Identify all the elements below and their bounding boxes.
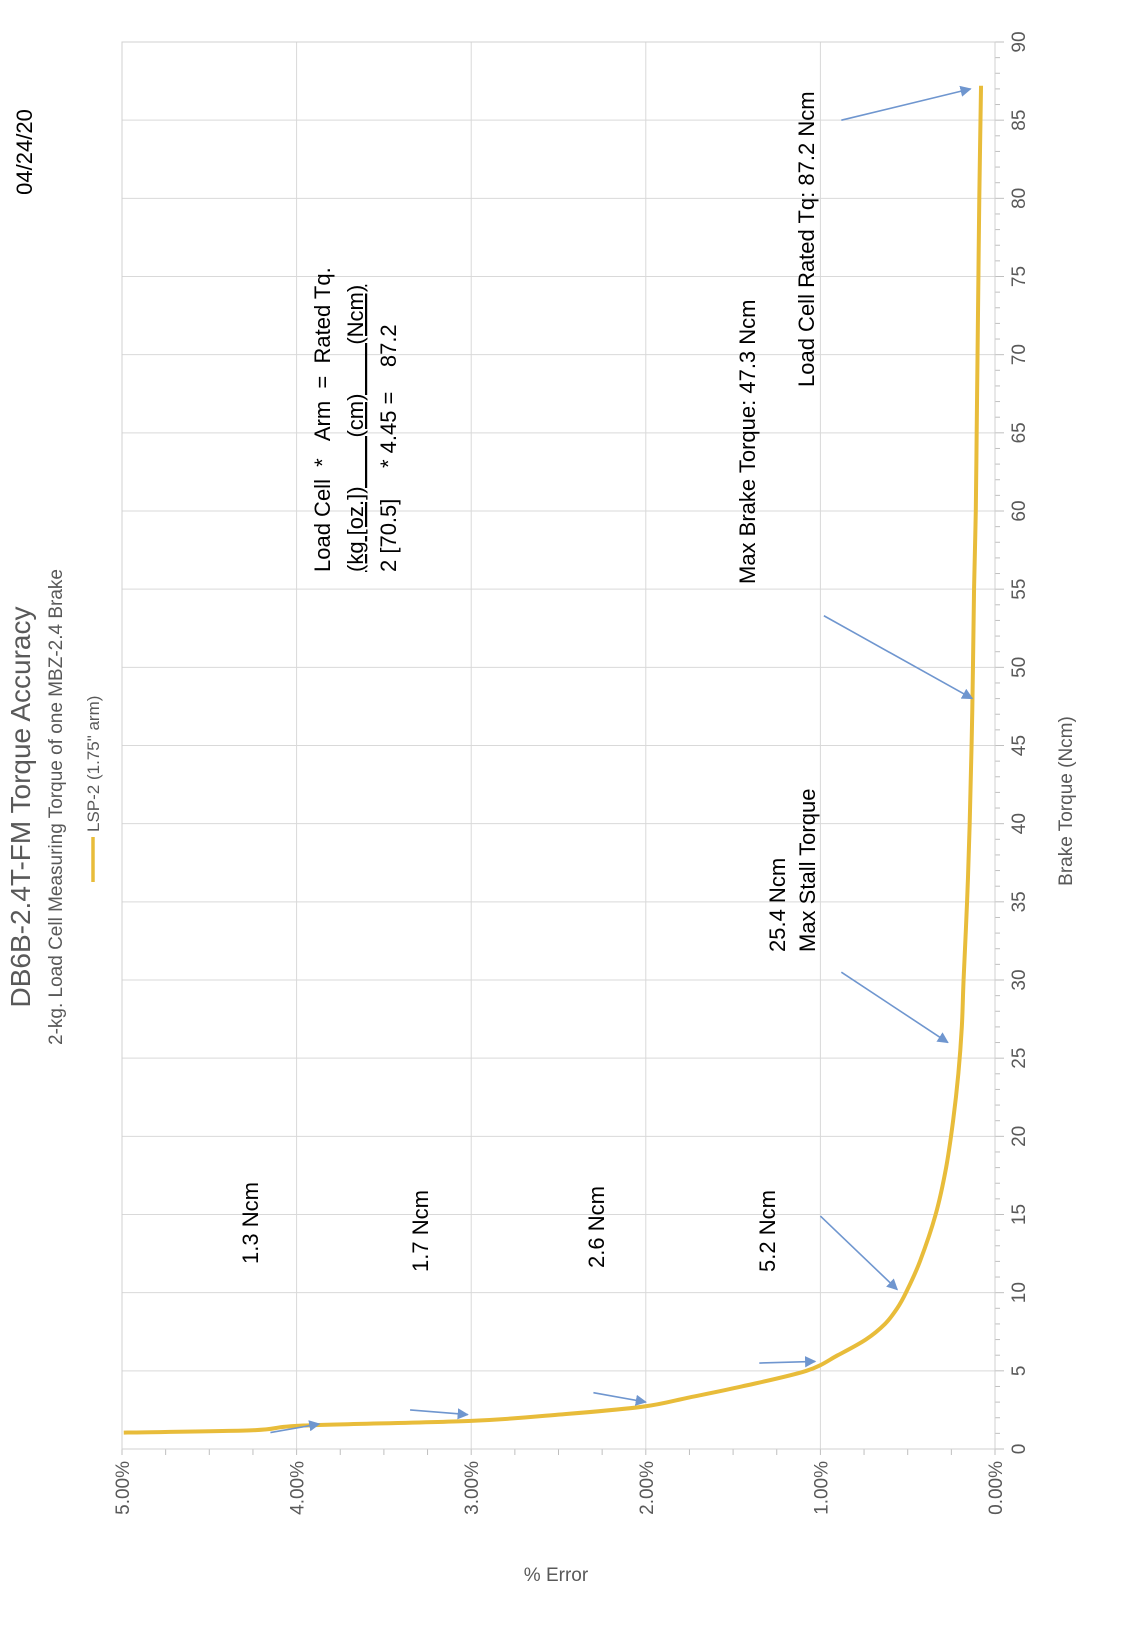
y-tick-label: 1.00% bbox=[811, 1461, 832, 1515]
x-tick-label: 80 bbox=[1009, 188, 1030, 209]
annotation-2-6-ncm: 2.6 Ncm bbox=[584, 1186, 609, 1268]
x-tick-label: 5 bbox=[1009, 1366, 1030, 1377]
x-tick-label: 85 bbox=[1009, 110, 1030, 131]
annotation-1-7-ncm: 1.7 Ncm bbox=[408, 1190, 433, 1272]
annotation-arrows bbox=[270, 85, 974, 1434]
x-tick-label: 55 bbox=[1009, 579, 1030, 600]
formula-row-2: (kg [oz.]) (cm) (Ncm) bbox=[343, 285, 368, 572]
formula-row-3: 2 [70.5] * 4.45 = 87.2 bbox=[376, 324, 401, 572]
x-tick-label: 70 bbox=[1009, 344, 1030, 365]
arrow-1-7-ncm bbox=[410, 1408, 469, 1420]
annotation-stall-line1: 25.4 Ncm bbox=[765, 858, 790, 952]
series-layer bbox=[123, 85, 984, 1435]
x-tick-label: 25 bbox=[1009, 1048, 1030, 1069]
x-tick-label: 20 bbox=[1009, 1126, 1030, 1147]
arrow-5-2-ncm bbox=[759, 1356, 817, 1368]
x-tick-label: 35 bbox=[1009, 891, 1030, 912]
x-tick-label: 75 bbox=[1009, 266, 1030, 287]
x-tick-label: 30 bbox=[1009, 969, 1030, 990]
x-tick-label: 15 bbox=[1009, 1204, 1030, 1225]
annotation-load-cell-rated: Load Cell Rated Tq: 87.2 Ncm bbox=[794, 91, 819, 387]
x-axis-title: Brake Torque (Ncm) bbox=[1056, 716, 1077, 886]
annotation-5-2-ncm: 5.2 Ncm bbox=[755, 1190, 780, 1272]
formula-row-1: Load Cell * Arm = Rated Tq. bbox=[310, 267, 335, 572]
x-tick-label: 90 bbox=[1009, 31, 1030, 52]
y-tick-label: 5.00% bbox=[113, 1461, 134, 1515]
x-tick-label: 45 bbox=[1009, 735, 1030, 756]
arrow-load-cell bbox=[841, 85, 972, 121]
arrow-max-brake bbox=[823, 615, 974, 700]
gridlines bbox=[121, 41, 1004, 1455]
annotation-stall-line2: Max Stall Torque bbox=[795, 789, 820, 952]
y-tick-label: 4.00% bbox=[288, 1461, 309, 1515]
legend-label: LSP-2 (1.75" arm) bbox=[84, 696, 103, 832]
x-tick-label: 40 bbox=[1009, 813, 1030, 834]
y-tick-label: 3.00% bbox=[462, 1461, 483, 1515]
x-tick-label: 0 bbox=[1009, 1444, 1030, 1455]
x-tick-label: 60 bbox=[1009, 500, 1030, 521]
date-label: 04/24/20 bbox=[12, 109, 37, 195]
arrow-1-3-ncm bbox=[270, 1420, 321, 1434]
series-line-0 bbox=[123, 85, 984, 1435]
arrow-10-ncm bbox=[819, 1215, 899, 1291]
x-tick-label: 10 bbox=[1009, 1282, 1030, 1303]
chart-title: DB6B-2.4T-FM Torque Accuracy bbox=[5, 607, 36, 1008]
annotation-max-brake: Max Brake Torque: 47.3 Ncm bbox=[735, 300, 760, 585]
y-tick-label: 0.00% bbox=[986, 1461, 1007, 1515]
annotation-1-3-ncm: 1.3 Ncm bbox=[238, 1182, 263, 1264]
y-tick-label: 2.00% bbox=[637, 1461, 658, 1515]
x-tick-label: 65 bbox=[1009, 422, 1030, 443]
chart-subtitle: 2-kg. Load Cell Measuring Torque of one … bbox=[46, 569, 67, 1045]
arrow-stall bbox=[840, 971, 949, 1044]
arrow-2-6-ncm bbox=[593, 1391, 647, 1406]
plot-frame bbox=[121, 41, 996, 1450]
tick-labels: 0 5 10 15 20 25 30 35 40 45 50 55 60 65 70 75 80 85 90 0.00… bbox=[113, 31, 1030, 1514]
x-tick-label: 50 bbox=[1009, 657, 1030, 678]
y-axis-title: % Error bbox=[524, 1565, 589, 1586]
